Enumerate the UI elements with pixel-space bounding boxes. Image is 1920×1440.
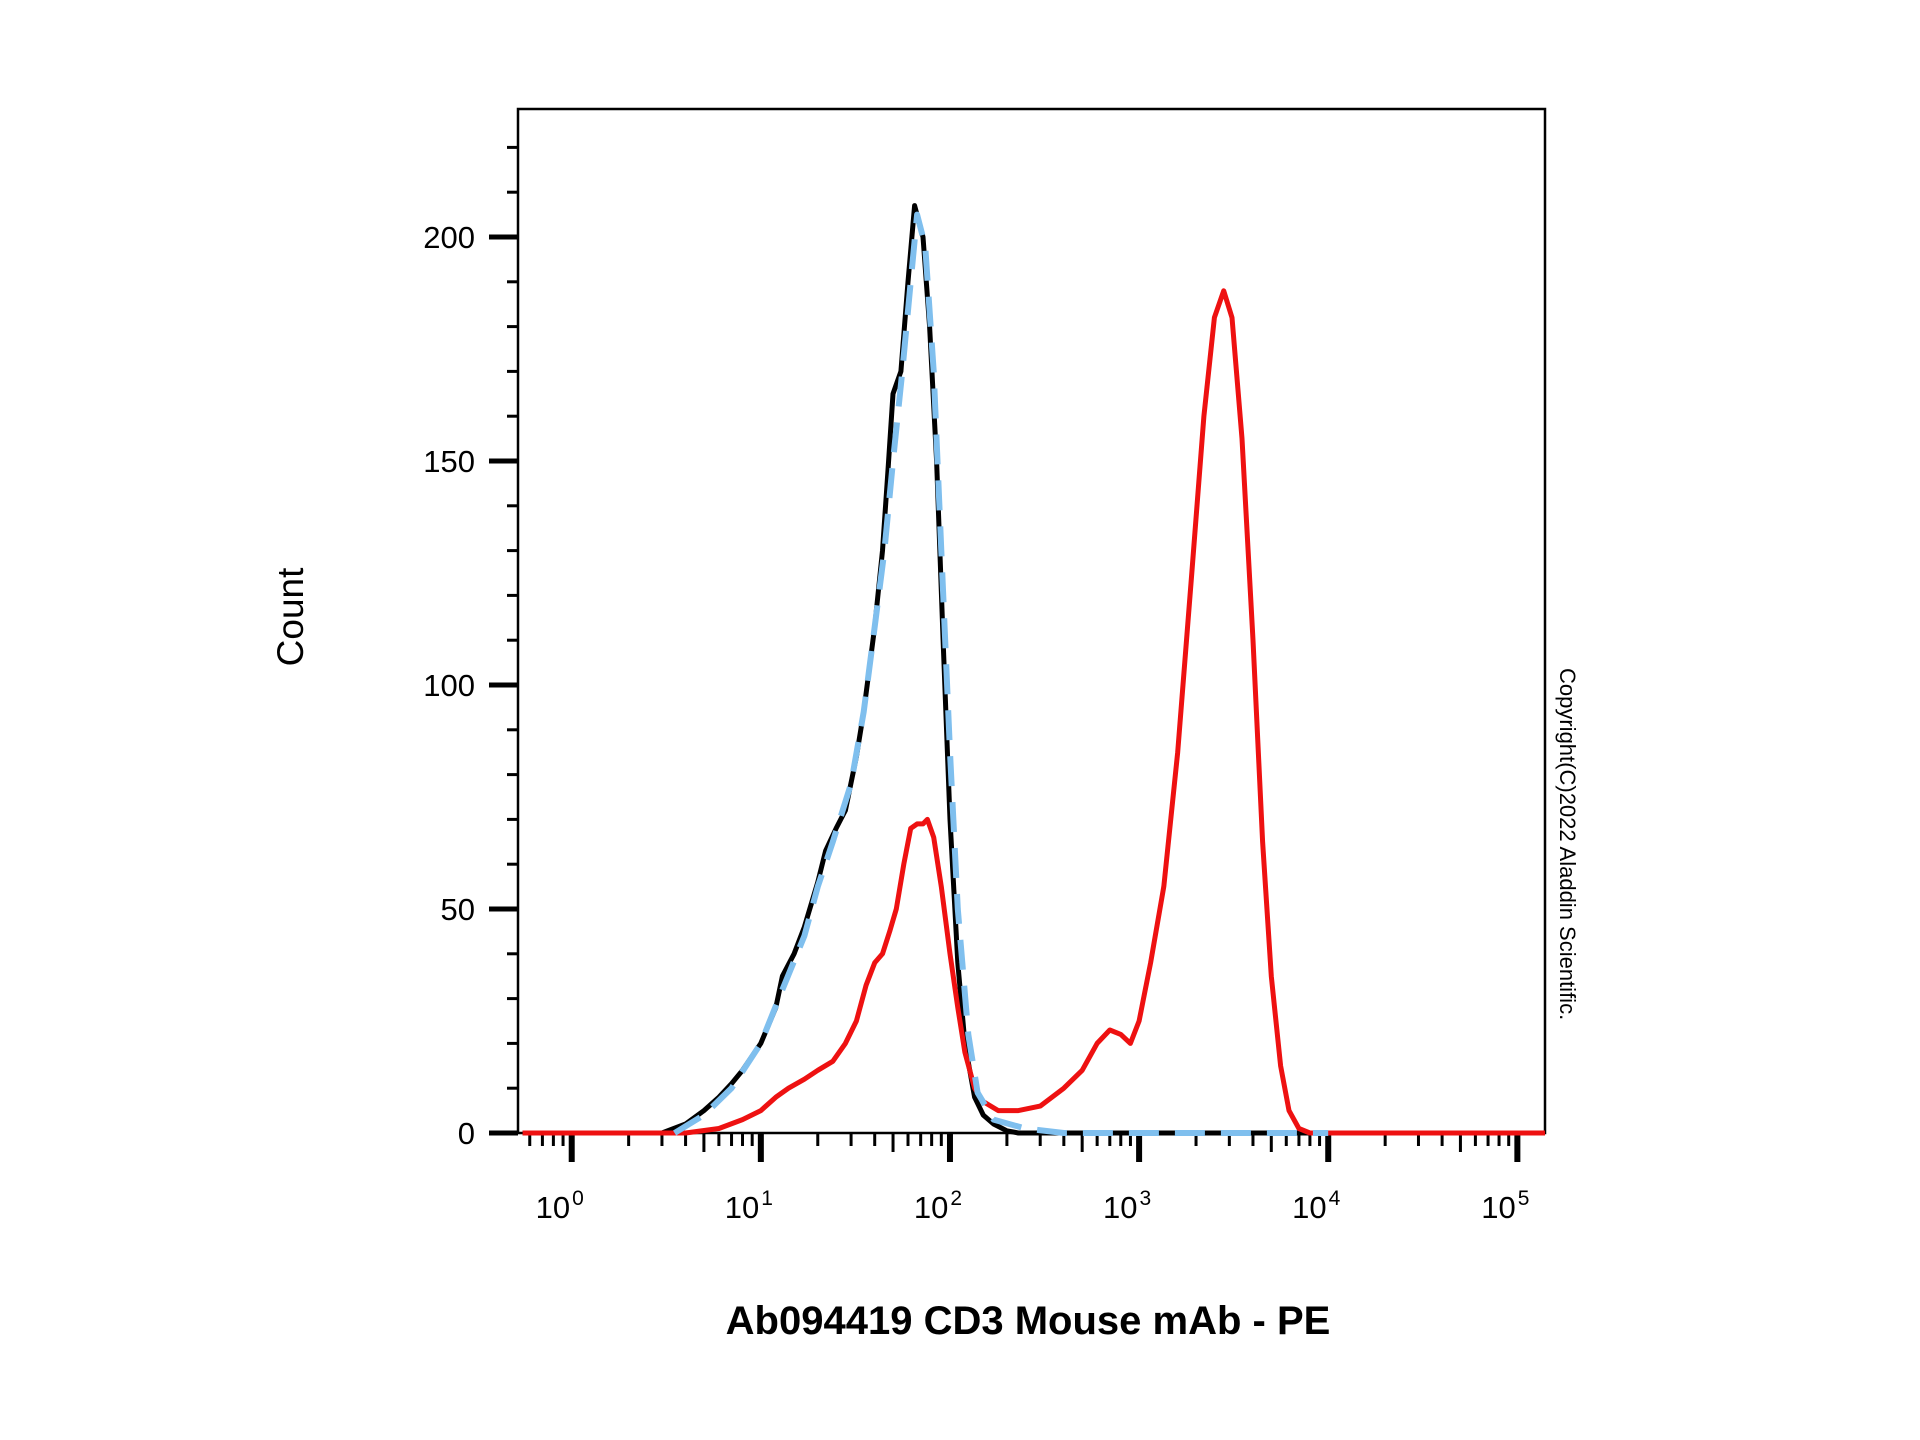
y-axis: 0 50 100 150 200 xyxy=(423,145,518,1151)
y-tick-label: 50 xyxy=(441,892,475,927)
x-tick-label: 102 xyxy=(914,1187,962,1225)
plot-frame xyxy=(516,107,1547,1135)
copyright-notice: Copyright(C)2022 Aladdin Scientific. xyxy=(1555,668,1580,1020)
y-tick-label: 100 xyxy=(423,668,475,703)
x-axis-title: Ab094419 CD3 Mouse mAb - PE xyxy=(726,1299,1331,1343)
x-tick-label: 103 xyxy=(1103,1187,1151,1225)
y-axis-title: Count xyxy=(270,567,311,666)
x-tick-label: 101 xyxy=(725,1187,773,1225)
x-tick-label: 100 xyxy=(536,1187,584,1225)
series-line-isotype xyxy=(673,211,1329,1136)
y-tick-label: 0 xyxy=(458,1116,475,1151)
series-layer xyxy=(522,203,1545,1136)
x-tick-label: 105 xyxy=(1481,1187,1529,1225)
y-tick-label: 150 xyxy=(423,444,475,479)
y-tick-label: 200 xyxy=(423,220,475,255)
x-tick-label: 104 xyxy=(1292,1187,1340,1225)
x-axis: 100 101 102 103 104 105 xyxy=(528,1133,1529,1225)
series-line-CD3-PE xyxy=(522,288,1545,1136)
series-line-unstained xyxy=(522,203,1545,1136)
